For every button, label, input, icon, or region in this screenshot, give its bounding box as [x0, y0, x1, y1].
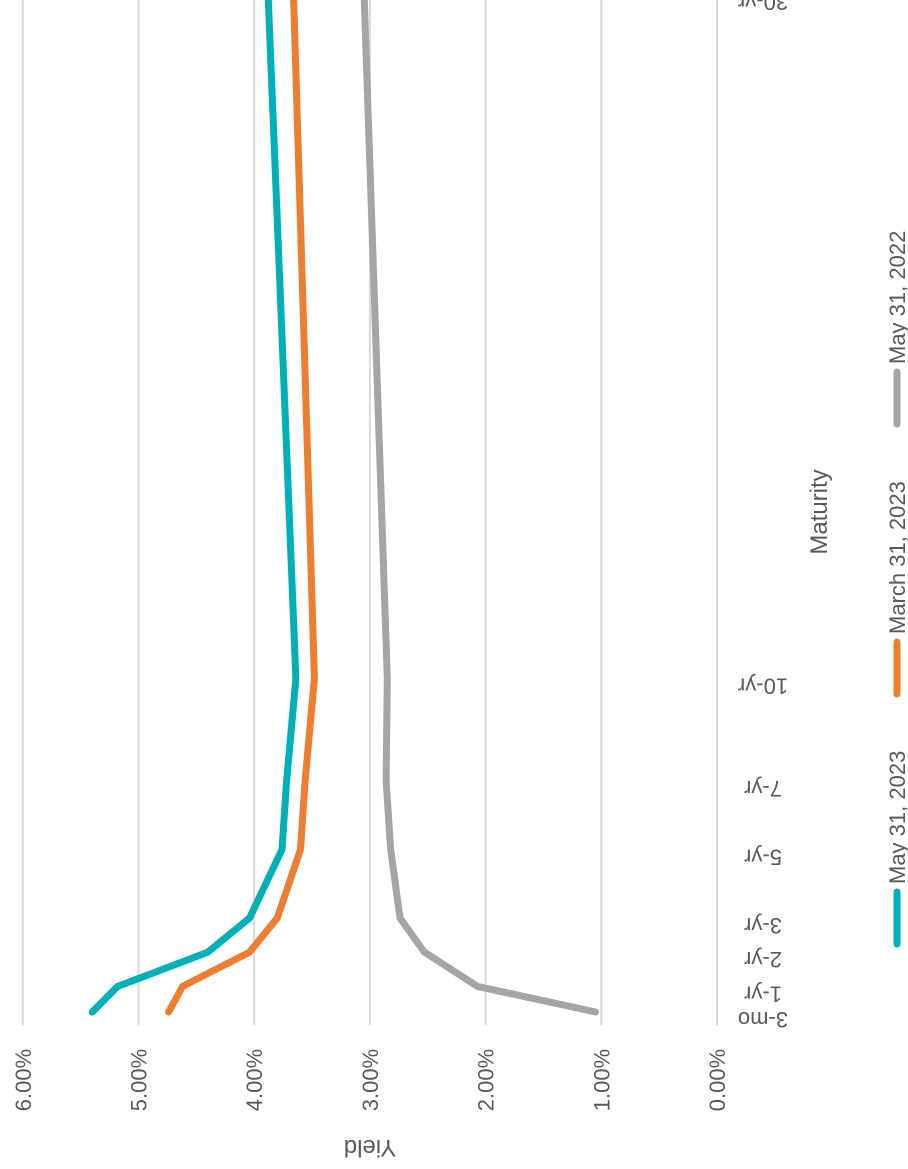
- series-line-0: [88, 0, 300, 1016]
- x-tick-label: 1-yr: [744, 981, 782, 1006]
- x-axis-title: Maturity: [806, 469, 833, 554]
- y-tick-label: 2.00%: [474, 1049, 499, 1111]
- x-tick-label: 30-yr: [738, 0, 788, 15]
- x-tick-label: 5-yr: [744, 845, 782, 870]
- y-axis-title: Yield: [344, 1134, 396, 1161]
- series-lines: [88, 0, 599, 1016]
- legend-label-1: March 31, 2023: [885, 481, 908, 634]
- x-tick-label: 7-yr: [744, 776, 782, 801]
- y-tick-label: 6.00%: [11, 1049, 36, 1111]
- y-tick-label: 0.00%: [705, 1049, 730, 1111]
- x-tick-label: 3-mo: [738, 1007, 788, 1032]
- x-tick-label: 2-yr: [744, 947, 782, 972]
- series-line-1: [165, 0, 318, 1016]
- legend-label-2: May 31, 2022: [885, 231, 908, 364]
- legend: May 31, 2023 March 31, 2023 May 31, 2022: [885, 231, 908, 948]
- x-tick-label: 10-yr: [738, 674, 788, 699]
- y-tick-label: 1.00%: [589, 1049, 614, 1111]
- legend-label-0: May 31, 2023: [885, 751, 908, 884]
- series-line-2: [360, 0, 599, 1016]
- x-tick-label: 3-yr: [744, 913, 782, 938]
- y-tick-label: 3.00%: [358, 1049, 383, 1111]
- x-tick-labels: 3-mo1-yr 2-yr 3-yr 5-yr 7-yr 10-yr 30-yr: [738, 0, 788, 1032]
- y-tick-label: 5.00%: [127, 1049, 152, 1111]
- y-tick-label: 4.00%: [242, 1049, 267, 1111]
- y-tick-labels: 0.00% 1.00% 2.00% 3.00% 4.00% 5.00% 6.00%: [11, 1049, 730, 1111]
